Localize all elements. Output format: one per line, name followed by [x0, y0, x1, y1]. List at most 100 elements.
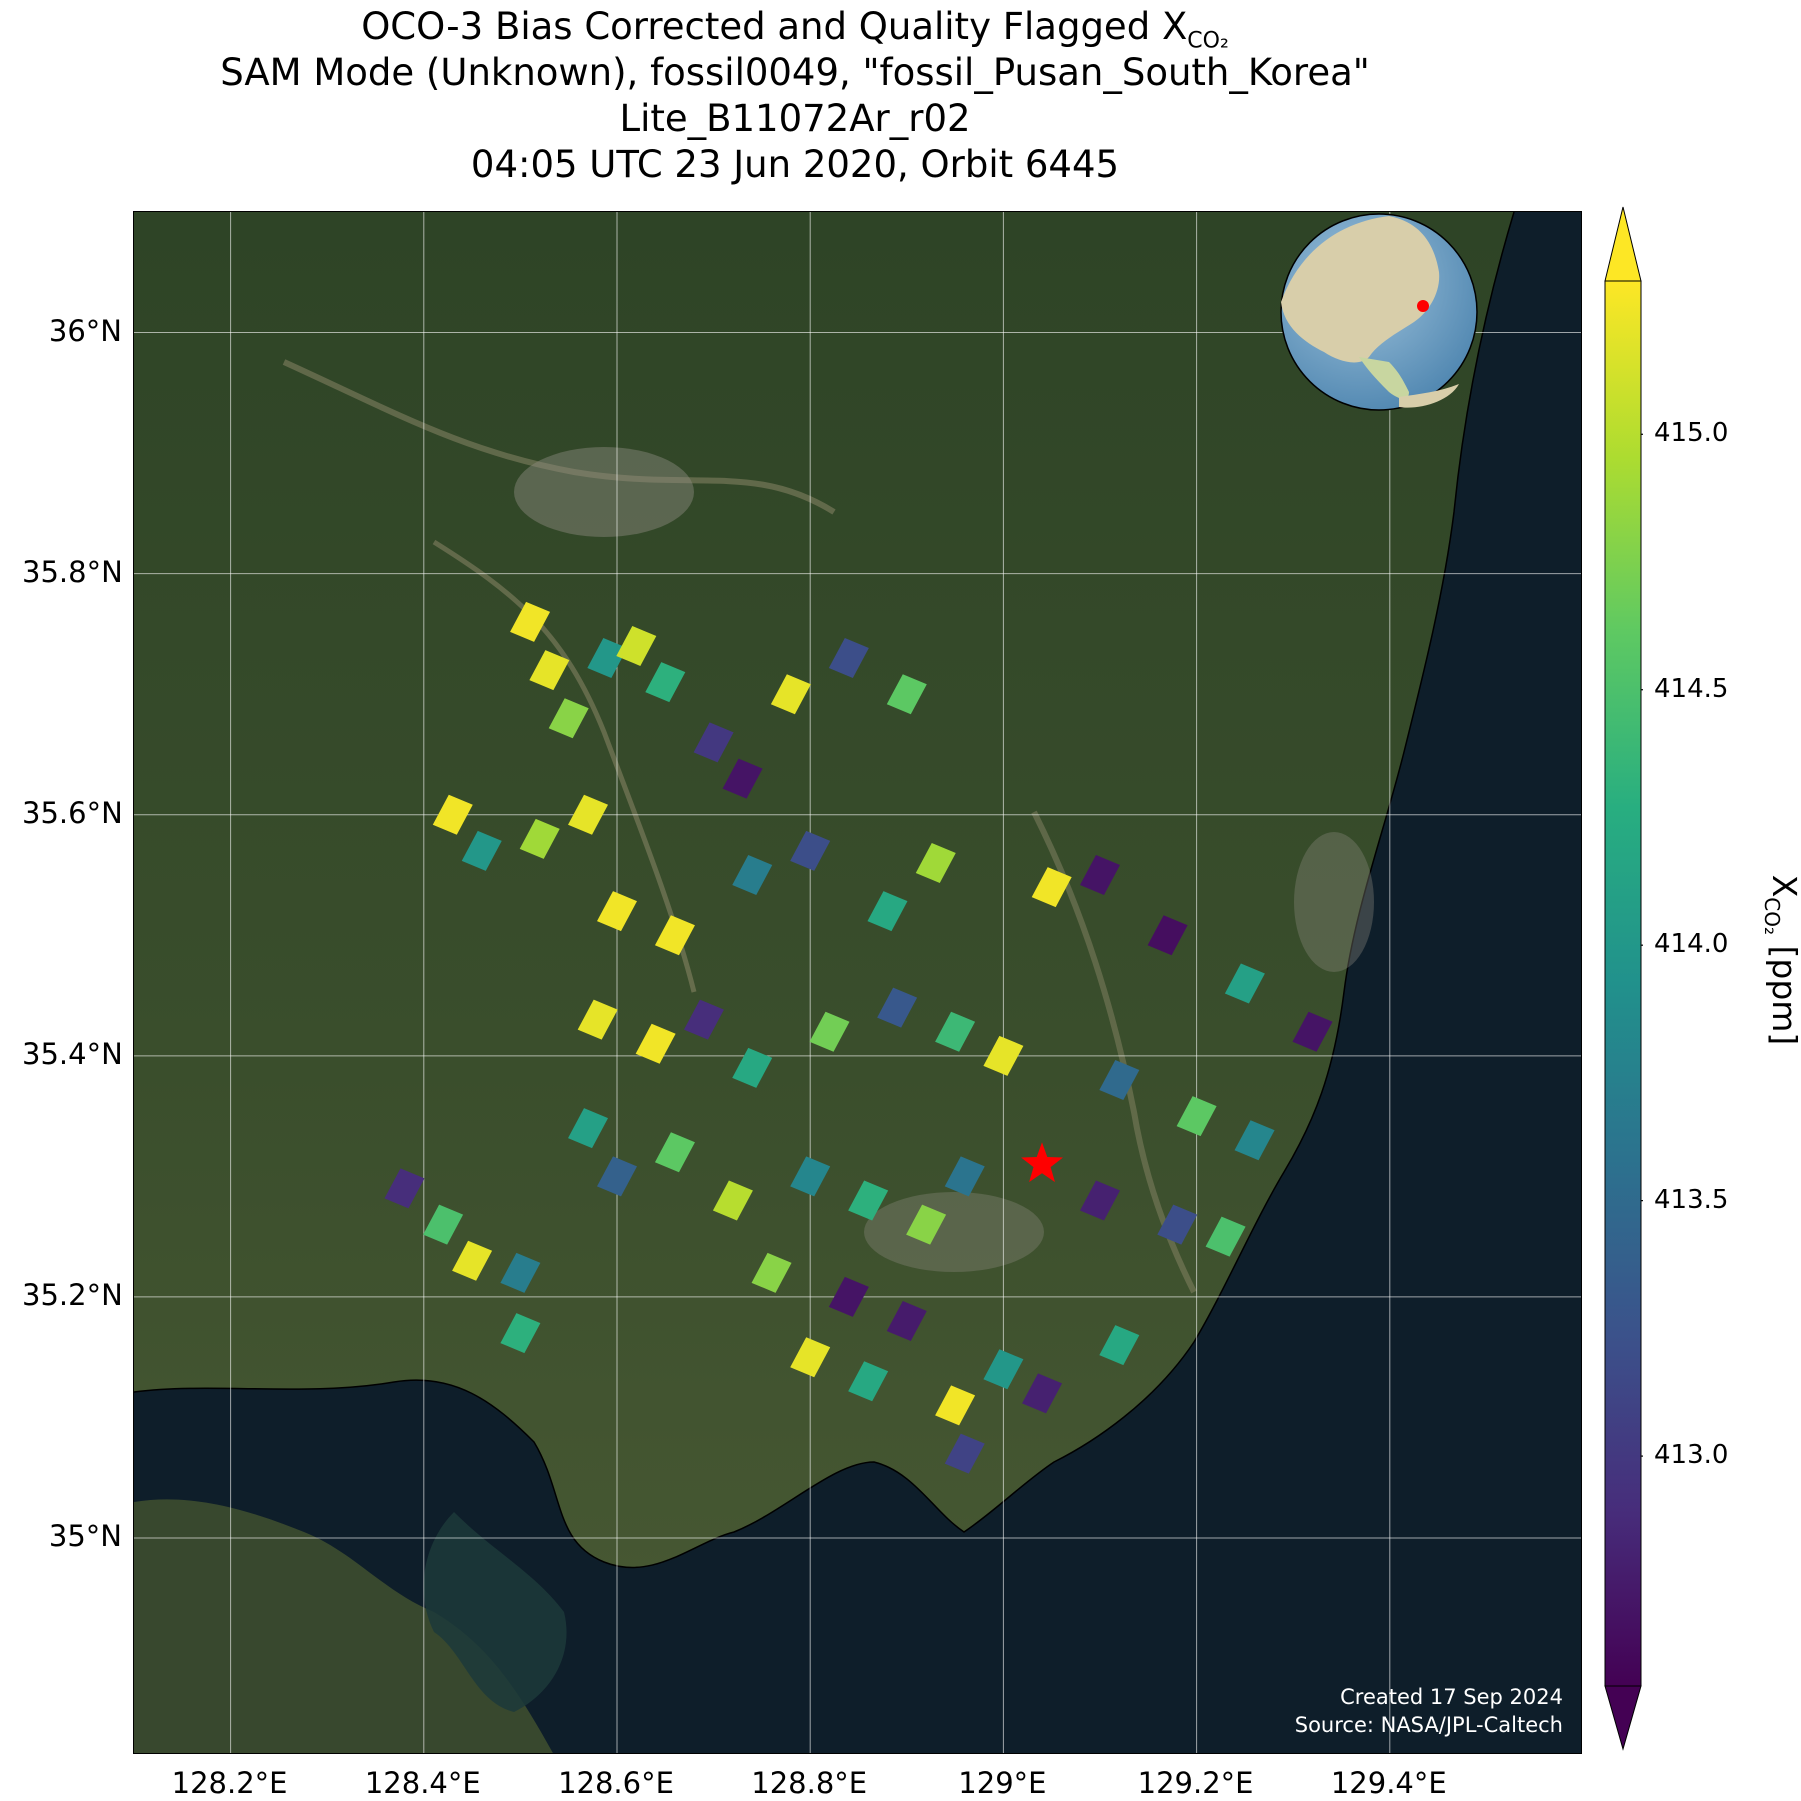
- figure-title: OCO-3 Bias Corrected and Quality Flagged…: [0, 4, 1590, 188]
- xco2-sounding: [790, 1337, 831, 1378]
- xco2-sounding: [568, 794, 609, 835]
- lon-tick-label: 128.8°E: [751, 1766, 868, 1800]
- lon-tick-label: 128.4°E: [364, 1766, 481, 1800]
- xco2-sounding: [548, 698, 589, 739]
- xco2-sounding: [597, 891, 637, 932]
- xco2-sounding: [1147, 915, 1188, 956]
- lon-tick-label: 128.6°E: [558, 1766, 674, 1800]
- xco2-sounding: [568, 1108, 609, 1149]
- xco2-sounding: [935, 1385, 976, 1426]
- xco2-sounding: [886, 674, 927, 715]
- xco2-sounding: [915, 842, 956, 883]
- target-star: [1021, 1142, 1063, 1183]
- xco2-sounding: [587, 638, 628, 679]
- xco2-sounding: [452, 1240, 493, 1281]
- lat-tick-label: 36°N: [48, 313, 122, 348]
- xco2-sounding: [635, 1023, 676, 1064]
- lat-tick-label: 35.6°N: [22, 795, 123, 830]
- xco2-sounding: [461, 830, 502, 871]
- xco2-sounding: [1224, 963, 1265, 1004]
- xco2-sounding: [1099, 1325, 1140, 1366]
- inset-globe: [1280, 213, 1478, 411]
- xco2-sounding: [944, 1156, 985, 1197]
- lat-tick-label: 35.4°N: [22, 1036, 123, 1071]
- xco2-sounding: [722, 758, 763, 799]
- colorbar-tick-label: 414.0: [1654, 929, 1729, 960]
- lon-tick-label: 129.4°E: [1330, 1766, 1447, 1800]
- xco2-sounding: [867, 891, 908, 932]
- xco2-sounding: [983, 1035, 1024, 1076]
- xco2-sounding: [848, 1180, 889, 1221]
- xco2-sounding: [519, 818, 560, 859]
- xco2-soundings: [384, 601, 1333, 1474]
- xco2-sounding: [500, 1313, 541, 1354]
- xco2-sounding: [1176, 1096, 1217, 1137]
- colorbar-tick-label: 413.0: [1654, 1440, 1729, 1471]
- xco2-sounding: [877, 987, 918, 1028]
- map-panel[interactable]: Created 17 Sep 2024 Source: NASA/JPL-Cal…: [133, 211, 1582, 1754]
- globe-marker-icon: [1417, 300, 1429, 312]
- xco2-sounding: [935, 1011, 976, 1052]
- xco2-sounding: [384, 1168, 425, 1209]
- target-star-icon: [1021, 1142, 1063, 1183]
- xco2-sounding: [616, 625, 657, 666]
- xco2-sounding: [500, 1252, 541, 1293]
- title-line-2: SAM Mode (Unknown), fossil0049, "fossil_…: [220, 51, 1370, 94]
- lon-tick-label: 129°E: [958, 1766, 1047, 1800]
- map-plot: [134, 212, 1581, 1753]
- xco2-sounding: [906, 1204, 947, 1245]
- colorbar-max-arrow: [1604, 206, 1642, 282]
- xco2-sounding: [683, 999, 724, 1040]
- title-line-4: 04:05 UTC 23 Jun 2020, Orbit 6445: [470, 143, 1120, 186]
- lon-tick-label: 129.2°E: [1137, 1766, 1254, 1800]
- xco2-sounding: [654, 915, 695, 956]
- xco2-sounding: [886, 1301, 927, 1342]
- xco2-sounding: [790, 830, 831, 871]
- title-line-1: OCO-3 Bias Corrected and Quality Flagged…: [361, 5, 1229, 54]
- xco2-sounding: [577, 999, 618, 1040]
- satellite-basemap: [134, 212, 1581, 1753]
- xco2-sounding: [1205, 1216, 1246, 1257]
- xco2-sounding: [828, 1276, 869, 1317]
- xco2-sounding: [848, 1361, 889, 1402]
- xco2-sounding: [770, 674, 811, 715]
- title-line-3: Lite_B11072Ar_r02: [619, 97, 971, 140]
- xco2-sounding: [654, 1132, 695, 1173]
- xco2-sounding: [1157, 1204, 1198, 1245]
- xco2-sounding: [1080, 855, 1120, 896]
- xco2-sounding: [645, 662, 686, 703]
- xco2-sounding: [432, 794, 473, 835]
- colorbar-min-arrow: [1604, 1685, 1642, 1751]
- colorbar-tick-label: 414.5: [1654, 673, 1729, 704]
- xco2-sounding: [423, 1204, 464, 1245]
- xco2-sounding: [510, 601, 551, 642]
- credit-text: Created 17 Sep 2024 Source: NASA/JPL-Cal…: [1295, 1683, 1563, 1739]
- lat-tick-label: 35.8°N: [22, 554, 123, 589]
- credit-created: Created 17 Sep 2024: [1340, 1685, 1563, 1709]
- xco2-sounding: [732, 1047, 773, 1088]
- xco2-sounding: [732, 855, 773, 896]
- xco2-sounding: [1099, 1059, 1140, 1100]
- xco2-sounding: [983, 1349, 1024, 1390]
- colorbar-tick-label: 415.0: [1654, 418, 1729, 449]
- xco2-sounding: [944, 1433, 985, 1474]
- xco2-sounding: [809, 1011, 850, 1052]
- xco2-sounding: [597, 1156, 637, 1197]
- xco2-sounding: [1292, 1011, 1333, 1052]
- lat-tick-label: 35°N: [48, 1519, 122, 1554]
- xco2-sounding: [1234, 1120, 1275, 1161]
- colorbar-tick-label: 413.5: [1654, 1184, 1729, 1215]
- xco2-sounding: [712, 1180, 753, 1221]
- colorbar-gradient: [1604, 280, 1642, 1687]
- colorbar-label: XCO₂ [ppm]: [1760, 874, 1801, 1046]
- credit-source: Source: NASA/JPL-Caltech: [1294, 1713, 1563, 1737]
- xco2-sounding: [828, 638, 869, 679]
- xco2-sounding: [529, 650, 570, 691]
- xco2-sounding: [751, 1252, 792, 1293]
- xco2-sounding: [1022, 1373, 1063, 1414]
- xco2-sounding: [693, 722, 734, 763]
- xco2-sounding: [1031, 867, 1072, 908]
- xco2-sounding: [790, 1156, 831, 1197]
- xco2-sounding: [1080, 1180, 1120, 1221]
- colorbar: [1604, 206, 1643, 1751]
